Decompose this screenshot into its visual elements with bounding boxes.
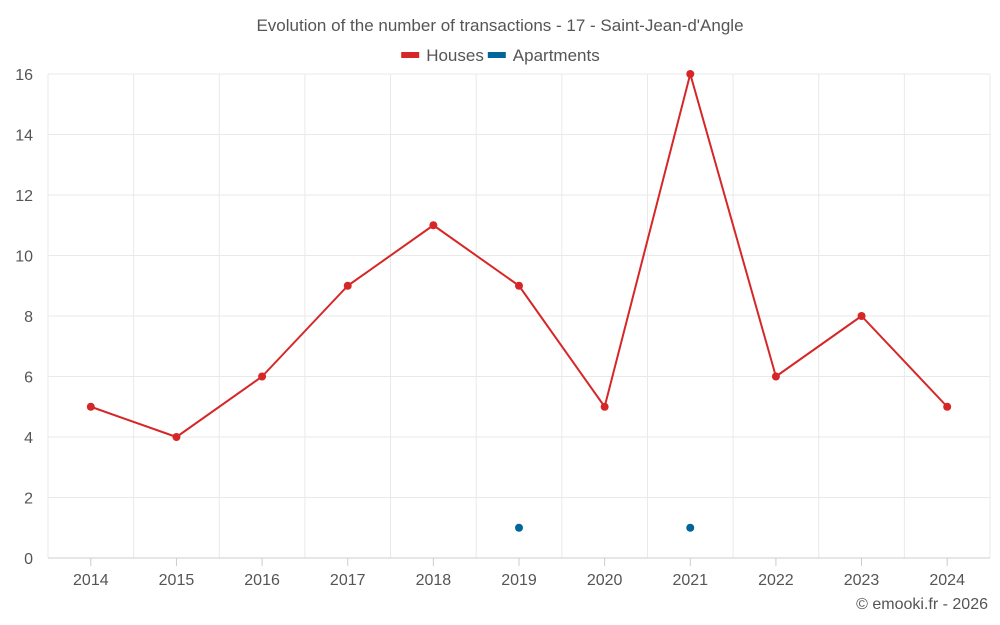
credit-text: © emooki.fr - 2026 (856, 596, 988, 613)
x-tick-label: 2021 (672, 572, 708, 589)
x-tick-label: 2014 (73, 572, 109, 589)
data-point-houses (343, 281, 352, 290)
data-point-houses (515, 281, 523, 290)
x-tick-label: 2024 (929, 572, 965, 589)
data-point-houses (258, 372, 267, 381)
series-layer (86, 70, 952, 532)
x-tick-label: 2018 (416, 572, 452, 589)
x-tick-label: 2015 (159, 572, 195, 589)
legend-item-houses: Houses (401, 46, 484, 65)
data-point-houses (943, 402, 952, 411)
data-point-houses (857, 312, 866, 320)
data-point-houses (429, 221, 438, 230)
x-tick-label: 2020 (587, 572, 623, 589)
data-point-houses (172, 433, 181, 441)
data-point-houses (686, 70, 695, 78)
y-tick-label: 12 (15, 188, 33, 205)
legend: Houses Apartments (401, 46, 600, 65)
x-tick-label: 2019 (501, 572, 537, 589)
legend-label: Houses (426, 46, 484, 65)
grid (47, 73, 991, 558)
y-tick-label: 2 (24, 491, 33, 508)
axes: 0 2 4 6 8 10 12 14 16 2014 2015 2016 2017 2018 2019 202… (15, 67, 990, 589)
y-tick-label: 4 (24, 430, 33, 447)
y-tick-label: 0 (24, 551, 33, 568)
data-point-apartments (515, 523, 523, 532)
y-tick-label: 8 (24, 309, 33, 326)
y-tick-label: 14 (15, 128, 33, 145)
data-point-apartments (686, 523, 695, 532)
legend-swatch (487, 52, 506, 58)
x-tick-label: 2016 (244, 572, 280, 589)
legend-item-apartments: Apartments (487, 46, 600, 65)
series-houses (86, 70, 952, 441)
y-tick-label: 6 (24, 370, 33, 387)
y-tick-label: 16 (15, 67, 33, 84)
legend-label: Apartments (513, 46, 600, 65)
legend-swatch (401, 52, 420, 58)
y-tick-label: 10 (15, 249, 33, 266)
data-point-houses (86, 402, 95, 411)
x-tick-label: 2017 (330, 572, 366, 589)
series-apartments (515, 523, 695, 532)
data-point-houses (771, 372, 780, 381)
x-tick-label: 2023 (844, 572, 880, 589)
chart-title: Evolution of the number of transactions … (256, 16, 743, 35)
x-tick-label: 2022 (758, 572, 794, 589)
data-point-houses (600, 402, 609, 411)
